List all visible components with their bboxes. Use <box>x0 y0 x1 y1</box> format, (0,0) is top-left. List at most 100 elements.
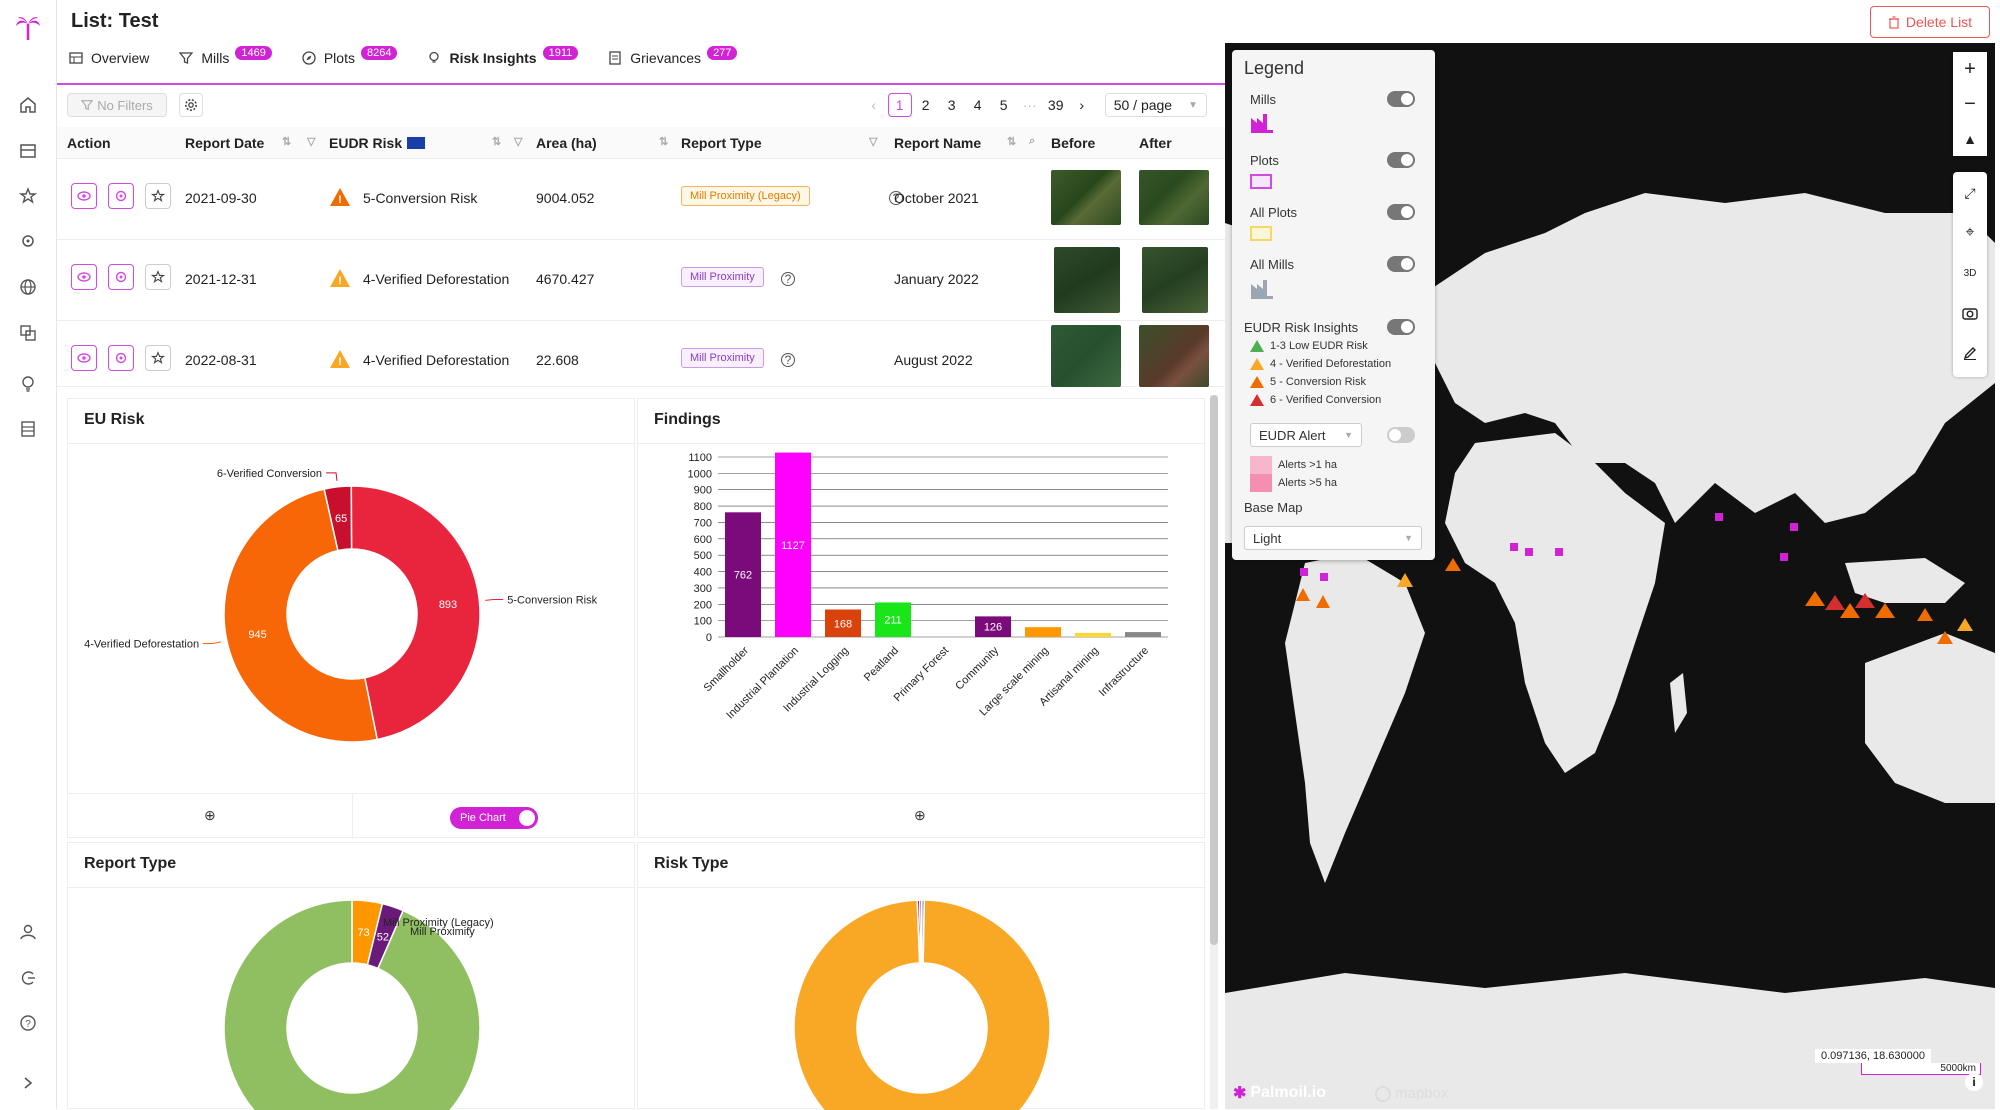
page-5[interactable]: 5 <box>999 97 1008 113</box>
before-image[interactable] <box>1054 247 1120 313</box>
globe-icon[interactable] <box>17 276 39 298</box>
page-4[interactable]: 4 <box>973 97 982 113</box>
database-icon[interactable] <box>17 418 39 440</box>
view-button[interactable] <box>71 345 97 371</box>
star-icon[interactable] <box>17 185 39 207</box>
base-map-select[interactable]: Light ▼ <box>1244 526 1422 550</box>
filter-icon[interactable]: ▽ <box>869 136 878 148</box>
tab-grievances[interactable]: Grievances 277 <box>608 46 738 66</box>
delete-list-button[interactable]: Delete List <box>1870 6 1990 38</box>
all-plots-swatch <box>1250 226 1272 241</box>
zoom-in-icon[interactable]: ⊕ <box>204 807 216 823</box>
after-image[interactable] <box>1139 325 1209 387</box>
settings-button[interactable] <box>179 93 203 117</box>
no-filters-button[interactable]: No Filters <box>67 93 167 117</box>
bar[interactable] <box>975 616 1011 637</box>
col-area[interactable]: Area (ha) <box>536 135 597 151</box>
mills-icon[interactable] <box>17 140 39 162</box>
target-icon[interactable] <box>17 230 39 252</box>
3d-view-button[interactable]: 3D <box>1953 256 1987 290</box>
user-icon[interactable] <box>17 921 39 943</box>
view-button[interactable] <box>71 183 97 209</box>
bar[interactable] <box>825 609 861 637</box>
sort-icon[interactable]: ⇅ <box>659 136 669 148</box>
col-report-type[interactable]: Report Type <box>681 135 762 151</box>
bar[interactable] <box>1025 627 1061 637</box>
bar[interactable] <box>1075 632 1111 637</box>
help-icon[interactable]: ? <box>781 353 795 367</box>
tab-overview[interactable]: Overview <box>69 50 149 66</box>
locate-button[interactable] <box>108 345 134 371</box>
tab-plots[interactable]: Plots 8264 <box>302 46 398 66</box>
favorite-button[interactable] <box>145 264 171 290</box>
logout-icon[interactable] <box>17 967 39 989</box>
content-scrollbar[interactable] <box>1210 395 1218 1109</box>
fullscreen-button[interactable]: ⤢ <box>1953 176 1987 210</box>
camera-button[interactable] <box>1953 296 1987 330</box>
help-icon[interactable]: ? <box>889 191 903 205</box>
bar[interactable] <box>875 602 911 637</box>
filter-icon[interactable]: ▽ <box>514 136 523 148</box>
col-action: Action <box>67 135 111 151</box>
eudr-alert-toggle[interactable] <box>1387 427 1415 443</box>
locate-button[interactable] <box>108 264 134 290</box>
geolocate-button[interactable]: ⌖ <box>1953 216 1987 250</box>
pie-chart-toggle[interactable]: Pie Chart <box>450 807 538 829</box>
view-button[interactable] <box>71 264 97 290</box>
before-image[interactable] <box>1051 170 1121 225</box>
tab-mills[interactable]: Mills 1469 <box>179 46 272 66</box>
world-map[interactable]: ✱ Palmoil.io mapbox 0.097136, 18.630000 … <box>1225 43 1995 1109</box>
page-39[interactable]: 39 <box>1047 97 1064 113</box>
donut-slice[interactable] <box>350 485 481 741</box>
bar[interactable] <box>725 512 761 637</box>
filter-icon[interactable]: ▽ <box>307 136 316 148</box>
donut-slice[interactable] <box>223 488 379 743</box>
compass-button[interactable]: ▲ <box>1953 122 1987 156</box>
col-report-date[interactable]: Report Date <box>185 135 265 151</box>
plots-toggle[interactable] <box>1387 152 1415 168</box>
sort-icon[interactable]: ⇅ <box>282 136 292 148</box>
page-ellipsis[interactable]: ··· <box>1022 97 1037 113</box>
after-image[interactable] <box>1139 170 1209 225</box>
palm-logo-icon[interactable] <box>14 14 42 42</box>
tab-risk-insights[interactable]: Risk Insights 1911 <box>427 46 579 66</box>
locate-button[interactable] <box>108 183 134 209</box>
all-mills-toggle[interactable] <box>1387 256 1415 272</box>
mills-toggle[interactable] <box>1387 91 1415 107</box>
col-eudr-risk[interactable]: EUDR Risk <box>329 135 403 151</box>
zoom-in-icon[interactable]: ⊕ <box>914 807 926 823</box>
search-icon[interactable]: ⌕ <box>1029 135 1036 147</box>
layers-icon[interactable] <box>17 322 39 344</box>
sort-icon[interactable]: ⇅ <box>1007 136 1017 148</box>
zoom-in-button[interactable]: + <box>1953 52 1987 86</box>
donut-slice[interactable] <box>793 899 1051 1110</box>
help-icon[interactable]: ? <box>781 272 795 286</box>
expand-sidebar-icon[interactable] <box>17 1072 39 1094</box>
all-plots-toggle[interactable] <box>1387 204 1415 220</box>
svg-text:!: ! <box>338 356 342 368</box>
help-icon[interactable]: ? <box>17 1012 39 1034</box>
bar[interactable] <box>775 452 811 637</box>
page-1[interactable]: 1 <box>887 93 912 117</box>
bar[interactable] <box>1125 632 1161 637</box>
after-image[interactable] <box>1142 247 1208 313</box>
home-icon[interactable] <box>17 94 39 116</box>
favorite-button[interactable] <box>145 183 171 209</box>
col-report-name[interactable]: Report Name <box>894 135 982 151</box>
next-page-icon[interactable]: › <box>1079 97 1085 113</box>
eudr-insights-toggle[interactable] <box>1387 319 1415 335</box>
sort-icon[interactable]: ⇅ <box>492 136 502 148</box>
page-3[interactable]: 3 <box>947 97 956 113</box>
page-size-select[interactable]: 50 / page ▼ <box>1104 93 1207 117</box>
draw-button[interactable] <box>1953 336 1987 370</box>
donut-slice[interactable] <box>223 899 481 1110</box>
eudr-alert-select[interactable]: EUDR Alert ▼ <box>1250 423 1362 447</box>
before-image[interactable] <box>1051 325 1121 387</box>
prev-page-icon[interactable]: ‹ <box>871 97 877 113</box>
bulb-icon[interactable] <box>17 373 39 395</box>
zoom-out-button[interactable]: − <box>1953 87 1987 121</box>
info-icon[interactable]: i <box>1965 1073 1983 1091</box>
favorite-button[interactable] <box>145 345 171 371</box>
page-2[interactable]: 2 <box>921 97 930 113</box>
mapbox-attribution[interactable]: mapbox <box>1375 1085 1448 1102</box>
